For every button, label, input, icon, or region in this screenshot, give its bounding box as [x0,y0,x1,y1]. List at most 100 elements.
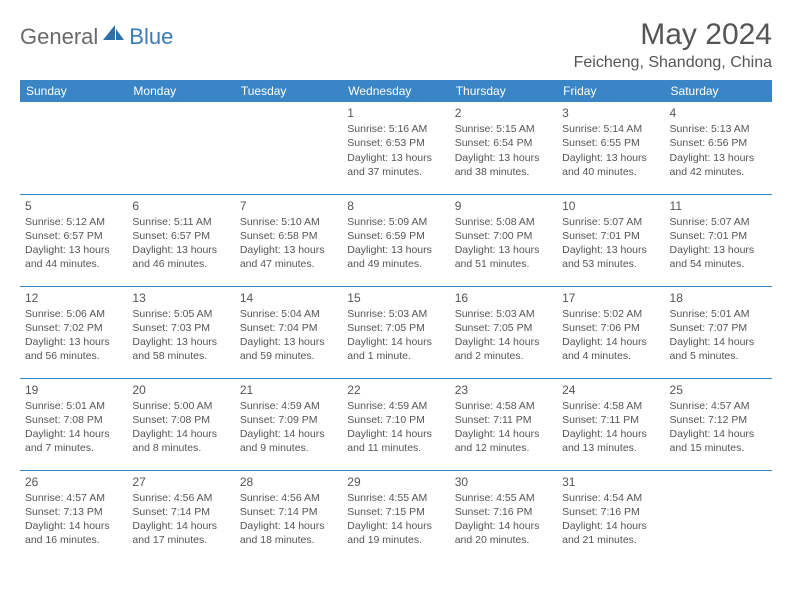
cell-line: and 17 minutes. [132,533,229,547]
brand-logo: General Blue [20,24,173,50]
day-number: 10 [562,198,659,214]
cell-line: Sunset: 7:01 PM [562,229,659,243]
cell-line: Sunrise: 5:07 AM [670,215,767,229]
day-number: 9 [455,198,552,214]
calendar-cell: 24Sunrise: 4:58 AMSunset: 7:11 PMDayligh… [557,378,664,470]
cell-line: Sunrise: 4:59 AM [240,399,337,413]
calendar-table: SundayMondayTuesdayWednesdayThursdayFrid… [20,80,772,562]
cell-line: Daylight: 14 hours [240,427,337,441]
calendar-cell [235,102,342,194]
cell-line: Daylight: 14 hours [347,519,444,533]
cell-line: Sunset: 7:01 PM [670,229,767,243]
cell-line: Daylight: 13 hours [455,243,552,257]
cell-line: Sunset: 7:02 PM [25,321,122,335]
calendar-cell: 25Sunrise: 4:57 AMSunset: 7:12 PMDayligh… [665,378,772,470]
cell-line: and 54 minutes. [670,257,767,271]
cell-line: Daylight: 14 hours [455,427,552,441]
cell-line: and 7 minutes. [25,441,122,455]
cell-line: Daylight: 14 hours [562,427,659,441]
calendar-cell: 2Sunrise: 5:15 AMSunset: 6:54 PMDaylight… [450,102,557,194]
day-number: 29 [347,474,444,490]
cell-line: Daylight: 14 hours [240,519,337,533]
cell-line: Sunrise: 5:07 AM [562,215,659,229]
calendar-week: 19Sunrise: 5:01 AMSunset: 7:08 PMDayligh… [20,378,772,470]
cell-line: and 44 minutes. [25,257,122,271]
cell-line: Sunset: 7:11 PM [455,413,552,427]
day-number: 23 [455,382,552,398]
cell-line: Sunrise: 5:01 AM [670,307,767,321]
cell-line: Daylight: 14 hours [670,335,767,349]
calendar-cell: 21Sunrise: 4:59 AMSunset: 7:09 PMDayligh… [235,378,342,470]
cell-line: and 42 minutes. [670,165,767,179]
cell-line: Sunrise: 4:55 AM [347,491,444,505]
day-header: Wednesday [342,80,449,102]
day-number: 5 [25,198,122,214]
cell-line: and 59 minutes. [240,349,337,363]
cell-line: Sunrise: 4:54 AM [562,491,659,505]
cell-line: Sunset: 7:09 PM [240,413,337,427]
calendar-cell: 9Sunrise: 5:08 AMSunset: 7:00 PMDaylight… [450,194,557,286]
cell-line: Sunset: 7:15 PM [347,505,444,519]
cell-line: Sunrise: 5:13 AM [670,122,767,136]
day-number: 28 [240,474,337,490]
calendar-cell: 14Sunrise: 5:04 AMSunset: 7:04 PMDayligh… [235,286,342,378]
cell-line: and 46 minutes. [132,257,229,271]
calendar-cell: 3Sunrise: 5:14 AMSunset: 6:55 PMDaylight… [557,102,664,194]
cell-line: Sunset: 7:07 PM [670,321,767,335]
calendar-cell: 6Sunrise: 5:11 AMSunset: 6:57 PMDaylight… [127,194,234,286]
day-number: 21 [240,382,337,398]
calendar-cell: 16Sunrise: 5:03 AMSunset: 7:05 PMDayligh… [450,286,557,378]
cell-line: Sunrise: 5:10 AM [240,215,337,229]
cell-line: Sunrise: 5:00 AM [132,399,229,413]
calendar-cell: 12Sunrise: 5:06 AMSunset: 7:02 PMDayligh… [20,286,127,378]
cell-line: Daylight: 13 hours [670,243,767,257]
cell-line: Sunset: 6:59 PM [347,229,444,243]
calendar-cell: 30Sunrise: 4:55 AMSunset: 7:16 PMDayligh… [450,470,557,562]
cell-line: Daylight: 13 hours [25,335,122,349]
calendar-cell: 15Sunrise: 5:03 AMSunset: 7:05 PMDayligh… [342,286,449,378]
cell-line: Sunrise: 4:58 AM [562,399,659,413]
calendar-cell: 31Sunrise: 4:54 AMSunset: 7:16 PMDayligh… [557,470,664,562]
cell-line: Sunrise: 5:04 AM [240,307,337,321]
cell-line: Sunrise: 5:11 AM [132,215,229,229]
cell-line: Sunset: 6:57 PM [132,229,229,243]
calendar-body: 1Sunrise: 5:16 AMSunset: 6:53 PMDaylight… [20,102,772,562]
cell-line: and 2 minutes. [455,349,552,363]
day-number: 20 [132,382,229,398]
cell-line: Daylight: 14 hours [670,427,767,441]
cell-line: and 20 minutes. [455,533,552,547]
cell-line: and 19 minutes. [347,533,444,547]
calendar-cell: 5Sunrise: 5:12 AMSunset: 6:57 PMDaylight… [20,194,127,286]
cell-line: and 47 minutes. [240,257,337,271]
day-header: Friday [557,80,664,102]
brand-part2: Blue [129,24,173,50]
day-number: 1 [347,105,444,121]
cell-line: Daylight: 14 hours [455,335,552,349]
cell-line: Sunset: 7:04 PM [240,321,337,335]
cell-line: Sunset: 7:06 PM [562,321,659,335]
cell-line: and 16 minutes. [25,533,122,547]
cell-line: Sunset: 7:05 PM [455,321,552,335]
cell-line: Sunrise: 5:05 AM [132,307,229,321]
cell-line: and 37 minutes. [347,165,444,179]
calendar-cell: 29Sunrise: 4:55 AMSunset: 7:15 PMDayligh… [342,470,449,562]
cell-line: Daylight: 14 hours [25,519,122,533]
calendar-cell: 7Sunrise: 5:10 AMSunset: 6:58 PMDaylight… [235,194,342,286]
cell-line: Sunrise: 5:12 AM [25,215,122,229]
day-number: 4 [670,105,767,121]
cell-line: Sunset: 7:12 PM [670,413,767,427]
cell-line: Daylight: 13 hours [132,243,229,257]
cell-line: and 1 minute. [347,349,444,363]
day-number: 27 [132,474,229,490]
cell-line: Sunrise: 5:03 AM [455,307,552,321]
calendar-week: 5Sunrise: 5:12 AMSunset: 6:57 PMDaylight… [20,194,772,286]
day-number: 2 [455,105,552,121]
cell-line: and 38 minutes. [455,165,552,179]
day-number: 18 [670,290,767,306]
calendar-cell: 23Sunrise: 4:58 AMSunset: 7:11 PMDayligh… [450,378,557,470]
cell-line: Daylight: 14 hours [25,427,122,441]
header: General Blue May 2024 Feicheng, Shandong… [20,18,772,72]
calendar-week: 1Sunrise: 5:16 AMSunset: 6:53 PMDaylight… [20,102,772,194]
calendar-cell [20,102,127,194]
cell-line: Sunrise: 4:56 AM [240,491,337,505]
